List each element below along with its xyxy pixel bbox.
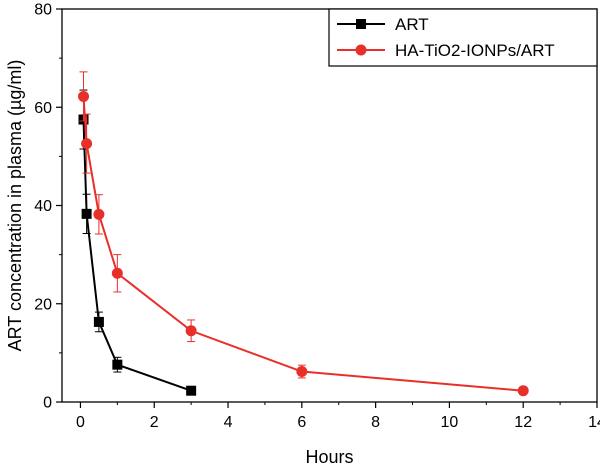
plot-frame <box>61 8 598 403</box>
data-point <box>185 325 197 337</box>
x-tick-label: 12 <box>514 414 532 431</box>
data-point <box>78 90 90 102</box>
legend-label: HA-TiO2-IONPs/ART <box>395 41 555 60</box>
x-tick-label: 6 <box>297 414 306 431</box>
legend-label: ART <box>395 15 429 34</box>
legend-marker <box>356 19 366 29</box>
y-tick-label: 0 <box>43 395 52 412</box>
plot-area <box>78 71 529 397</box>
data-point <box>81 138 93 150</box>
data-point <box>186 385 197 396</box>
x-tick-label: 14 <box>588 414 600 431</box>
y-tick-label: 20 <box>34 296 52 313</box>
series-line <box>82 119 192 392</box>
x-axis-title: Hours <box>305 447 353 467</box>
data-point <box>517 385 529 397</box>
x-tick-label: 0 <box>76 414 85 431</box>
y-tick-label: 60 <box>34 100 52 117</box>
x-tick-label: 8 <box>371 414 380 431</box>
y-tick-label: 80 <box>34 2 52 19</box>
legend-marker <box>355 44 367 56</box>
y-axis-title: ART concentration in plasma (µg/ml) <box>5 60 25 352</box>
data-point <box>93 316 104 327</box>
axes: 0 2 4 6 8 10 12 14 0 20 40 60 80 Hours ART concentrati… <box>5 2 600 468</box>
legend-box <box>328 8 598 67</box>
legend: ART HA-TiO2-IONPs/ART <box>328 8 598 67</box>
series-line <box>82 96 524 392</box>
series-art <box>78 89 197 396</box>
series-ha-tio2-ionps-art <box>78 71 529 397</box>
x-tick-label: 4 <box>224 414 233 431</box>
y-tick-label: 40 <box>34 198 52 215</box>
data-point <box>112 359 123 370</box>
data-point <box>111 267 123 279</box>
x-tick-label: 10 <box>441 414 459 431</box>
data-point <box>296 366 308 378</box>
x-tick-label: 2 <box>150 414 159 431</box>
data-point <box>93 208 105 220</box>
data-point <box>81 208 92 219</box>
